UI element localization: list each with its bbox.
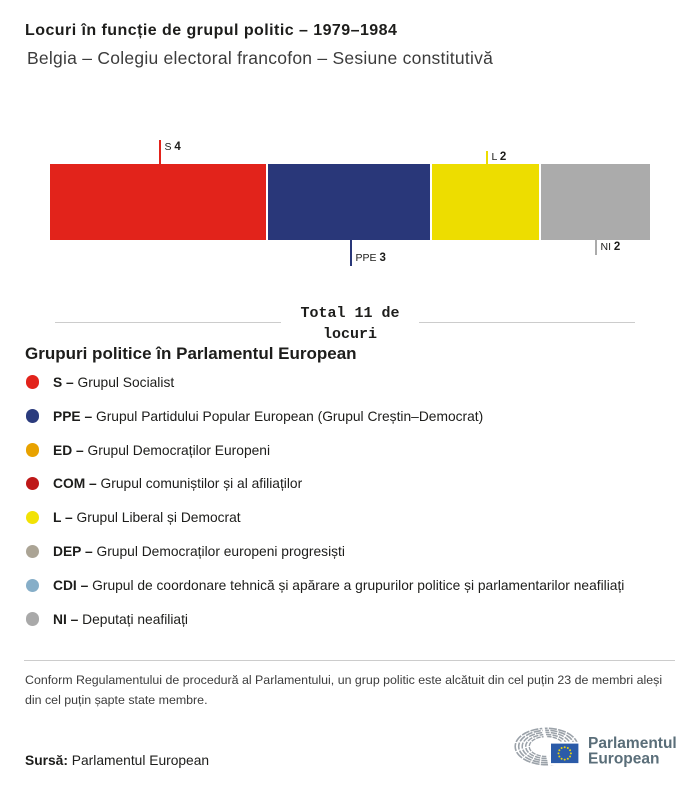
- svg-text:Parlamentul: Parlamentul: [588, 735, 677, 752]
- svg-text:European: European: [588, 751, 659, 768]
